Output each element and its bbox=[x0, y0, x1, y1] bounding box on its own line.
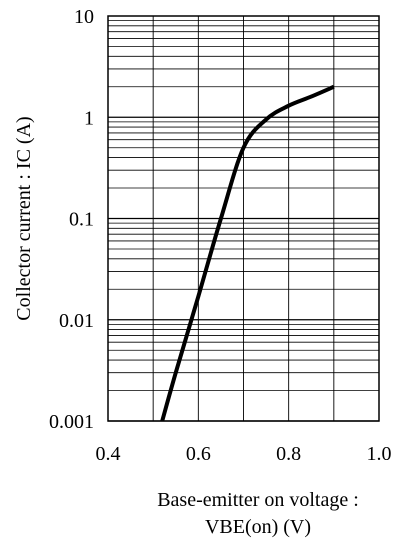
x-axis-title-line-1: Base-emitter on voltage : bbox=[157, 489, 359, 511]
x-tick-labels: 0.4 0.6 0.8 1.0 bbox=[96, 443, 392, 465]
x-tick-label: 0.6 bbox=[186, 443, 211, 465]
series-layer bbox=[160, 84, 335, 422]
grid-lines bbox=[108, 16, 379, 422]
x-axis-title-line-2: VBE(on) (V) bbox=[205, 516, 311, 538]
x-tick-label: 1.0 bbox=[367, 443, 392, 465]
y-tick-labels: 0.001 0.01 0.1 1 10 bbox=[49, 6, 94, 433]
x-tick-label: 0.8 bbox=[276, 443, 301, 465]
y-tick-label: 1 bbox=[84, 107, 94, 129]
y-tick-label: 0.1 bbox=[69, 209, 94, 231]
y-tick-label: 10 bbox=[74, 6, 94, 28]
plot-frame bbox=[107, 15, 380, 422]
y-axis-title: Collector current : IC (A) bbox=[13, 116, 35, 320]
series-line-0 bbox=[160, 84, 335, 422]
x-tick-label: 0.4 bbox=[96, 443, 121, 465]
y-tick-label: 0.001 bbox=[49, 411, 94, 433]
y-tick-label: 0.01 bbox=[59, 310, 94, 332]
